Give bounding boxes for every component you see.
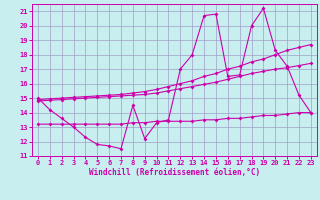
X-axis label: Windchill (Refroidissement éolien,°C): Windchill (Refroidissement éolien,°C) <box>89 168 260 177</box>
